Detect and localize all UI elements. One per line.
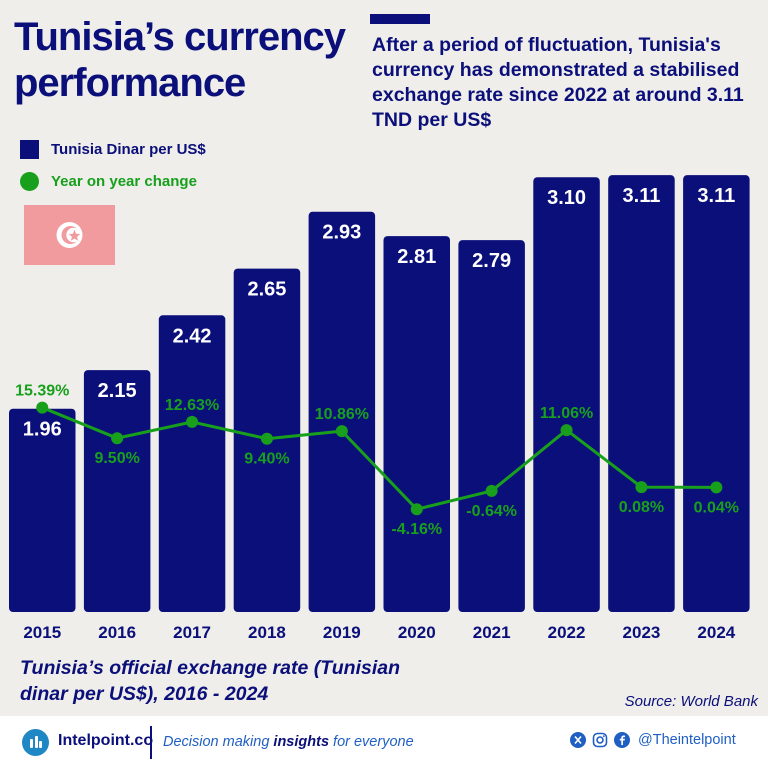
chart-caption: Tunisia’s official exchange rate (Tunisi… [20, 657, 401, 705]
bar-value-label: 2.79 [472, 250, 511, 272]
bar-value-label: 3.11 [623, 185, 661, 207]
x-tick-label: 2017 [173, 623, 211, 642]
footer: Intelpoint.co Decision making insights f… [0, 716, 768, 768]
yoy-value-label: 0.08% [619, 499, 664, 516]
yoy-point [260, 432, 273, 445]
bar-value-label: 3.10 [547, 187, 586, 209]
source-note: Source: World Bank [624, 693, 758, 710]
bar [608, 175, 675, 612]
social-links: @Theintelpoint [570, 732, 736, 748]
legend-label-yoy: Year on year change [51, 173, 197, 190]
legend-swatch-bar [20, 140, 39, 159]
yoy-point [410, 503, 423, 516]
bar [683, 175, 750, 612]
yoy-value-label: 10.86% [315, 406, 369, 423]
brand-name[interactable]: Intelpoint.co [58, 732, 154, 749]
yoy-value-label: 9.40% [244, 451, 289, 468]
bar-value-label: 1.96 [23, 419, 62, 441]
bar-value-label: 2.65 [247, 279, 286, 301]
tagline-part-1: Decision making [163, 734, 274, 750]
tunisia-flag-icon [24, 205, 115, 265]
bar [83, 370, 151, 612]
x-tick-label: 2022 [548, 623, 586, 642]
x-icon[interactable] [570, 732, 586, 748]
bar-value-label: 3.11 [697, 185, 735, 207]
yoy-value-label: 12.63% [165, 397, 219, 414]
bar [158, 315, 226, 612]
bar [533, 177, 600, 612]
x-tick-label: 2023 [623, 623, 661, 642]
yoy-point [186, 415, 199, 428]
bar-value-label: 2.93 [322, 222, 361, 244]
bar-value-label: 2.15 [98, 380, 137, 402]
bar [383, 236, 450, 613]
yoy-value-label: 15.39% [15, 383, 69, 400]
page-title: Tunisia’s currency performance [14, 15, 346, 105]
x-tick-label: 2016 [98, 623, 136, 642]
yoy-value-label: 0.04% [694, 499, 739, 516]
yoy-point [485, 484, 498, 497]
social-handle[interactable]: @Theintelpoint [638, 732, 736, 748]
bar [458, 240, 525, 612]
yoy-point [710, 481, 723, 494]
x-tick-label: 2015 [23, 623, 61, 642]
yoy-point [335, 425, 348, 438]
x-tick-label: 2020 [398, 623, 436, 642]
yoy-point [560, 424, 573, 437]
tagline: Decision making insights for everyone [163, 734, 414, 750]
yoy-point [111, 432, 124, 445]
bar-value-label: 2.81 [397, 246, 436, 268]
yoy-value-label: -4.16% [391, 521, 442, 538]
tagline-bold: insights [273, 734, 330, 750]
x-tick-label: 2021 [473, 623, 511, 642]
yoy-value-label: 9.50% [94, 450, 139, 467]
bar [9, 408, 76, 612]
footer-divider [150, 726, 152, 759]
yoy-series-line [41, 406, 717, 511]
bar-value-label: 2.42 [173, 325, 212, 347]
yoy-value-label: -0.64% [466, 503, 517, 520]
tagline-part-2: for everyone [329, 734, 414, 750]
legend-item-yoy: Year on year change [20, 172, 197, 191]
legend-swatch-dot [20, 172, 39, 191]
x-tick-label: 2019 [323, 623, 361, 642]
intelpoint-logo-icon [22, 729, 49, 756]
legend-label-dinar: Tunisia Dinar per US$ [51, 141, 206, 158]
subtitle: After a period of fluctuation, Tunisia's… [372, 34, 744, 131]
x-tick-label: 2018 [248, 623, 286, 642]
facebook-icon[interactable] [614, 732, 630, 748]
legend-item-dinar: Tunisia Dinar per US$ [20, 140, 206, 159]
instagram-icon[interactable] [592, 732, 608, 748]
x-tick-label: 2024 [697, 623, 735, 642]
yoy-point [36, 401, 49, 414]
yoy-value-label: 11.06% [540, 405, 593, 422]
bar [308, 211, 376, 613]
yoy-point [635, 481, 648, 494]
accent-bar [370, 14, 430, 24]
